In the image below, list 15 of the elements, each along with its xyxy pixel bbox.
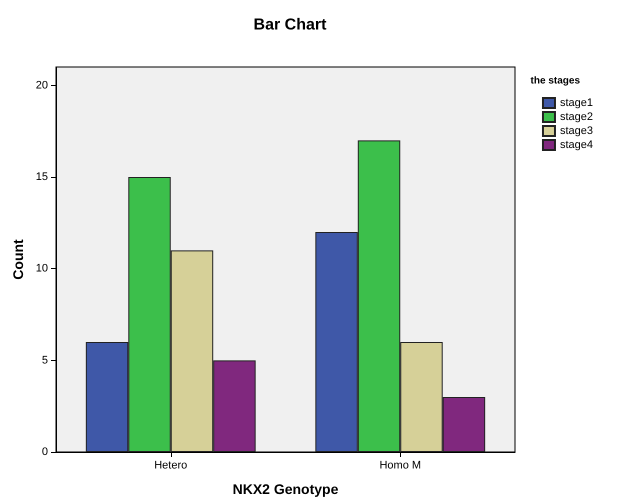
- y-tick-label: 20: [36, 79, 48, 92]
- y-tick-label: 10: [36, 262, 48, 275]
- chart-title: Bar Chart: [254, 16, 328, 34]
- y-tick-label: 5: [42, 354, 48, 366]
- y-tick-label: 0: [42, 446, 48, 458]
- legend-label: stage4: [560, 139, 594, 151]
- legend-title: the stages: [530, 76, 580, 86]
- x-tick-label: Homo M: [379, 460, 422, 472]
- y-axis-title: Count: [10, 238, 26, 280]
- x-tick-label: Hetero: [154, 460, 188, 472]
- legend-label: stage1: [560, 97, 594, 109]
- legend-label: stage3: [560, 125, 594, 137]
- y-tick-label: 15: [36, 171, 48, 183]
- legend-label: stage2: [560, 111, 594, 123]
- x-axis-title: NKX2 Genotype: [232, 481, 339, 497]
